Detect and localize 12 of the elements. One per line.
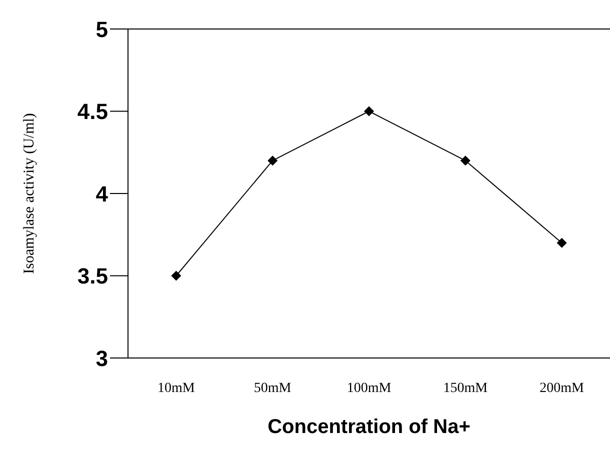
y-tick-label: 4: [96, 181, 109, 206]
y-axis-title: Isoamylase activity (U/ml): [21, 113, 38, 274]
y-tick-label: 4.5: [77, 99, 108, 124]
x-tick-label: 100mM: [346, 380, 392, 396]
y-tick-label: 3: [96, 346, 108, 371]
y-tick-label: 3.5: [77, 264, 108, 289]
x-tick-label: 10mM: [158, 380, 196, 396]
x-tick-label: 200mM: [540, 380, 585, 396]
x-tick-label: 50mM: [254, 380, 292, 396]
y-tick-label: 5: [96, 16, 108, 42]
x-tick-label: 150mM: [443, 380, 488, 396]
x-axis-title: Concentration of Na+: [268, 416, 470, 438]
